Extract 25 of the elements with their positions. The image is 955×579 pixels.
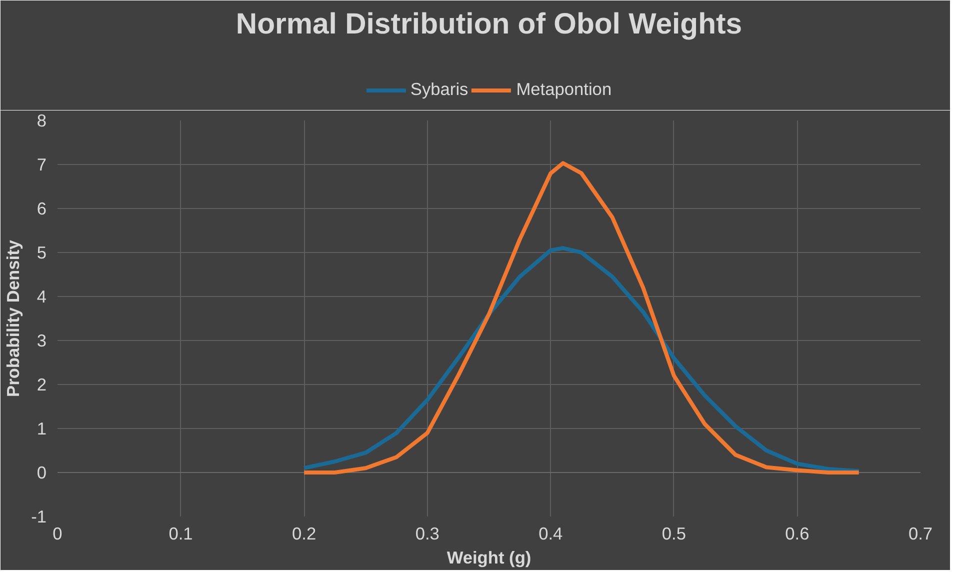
y-tick-label: 2	[36, 374, 47, 394]
y-tick-label: -1	[31, 506, 47, 526]
y-tick-label: 4	[36, 286, 47, 306]
x-tick-label: 0	[52, 524, 62, 544]
x-tick-label: 0.6	[785, 524, 810, 544]
x-tick-label: 0.7	[908, 524, 933, 544]
y-tick-label: 5	[36, 242, 47, 262]
y-tick-label: 6	[36, 198, 47, 218]
line-series	[302, 246, 861, 474]
y-tick-label: 1	[36, 418, 47, 438]
legend-label: Sybaris	[410, 79, 468, 100]
x-tick-label: 0.1	[168, 524, 193, 544]
y-tick-label: 3	[36, 330, 47, 350]
line-series	[302, 161, 861, 474]
x-tick-label: 0.5	[662, 524, 686, 544]
x-axis-title: Weight (g)	[446, 548, 532, 568]
x-tick-label: 0.2	[292, 524, 316, 544]
y-tick-label: 7	[36, 154, 47, 174]
y-axis-title: Probability Density	[3, 240, 24, 397]
x-tick-label: 0.3	[415, 524, 440, 544]
y-tick-label: 8	[36, 110, 47, 130]
legend-label: Metapontion	[516, 79, 612, 100]
chart-title: Normal Distribution of Obol Weights	[236, 8, 742, 40]
x-tick-label: 0.4	[538, 524, 564, 544]
y-tick-label: 0	[36, 462, 47, 482]
